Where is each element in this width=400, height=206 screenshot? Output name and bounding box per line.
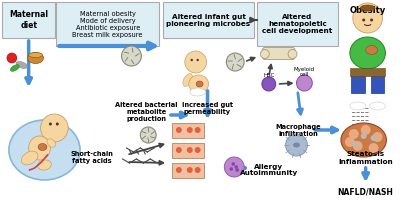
Circle shape — [232, 162, 235, 166]
Ellipse shape — [16, 62, 28, 68]
Ellipse shape — [350, 102, 366, 110]
Ellipse shape — [190, 88, 206, 96]
Circle shape — [345, 137, 355, 147]
Circle shape — [49, 123, 52, 125]
Ellipse shape — [29, 53, 42, 57]
Ellipse shape — [370, 102, 386, 110]
Circle shape — [140, 127, 156, 143]
Ellipse shape — [196, 81, 203, 87]
Circle shape — [226, 53, 244, 71]
Circle shape — [190, 59, 193, 61]
Circle shape — [195, 147, 201, 153]
Circle shape — [370, 19, 373, 21]
Text: Steatosis
Inflammation: Steatosis Inflammation — [338, 151, 393, 165]
Ellipse shape — [350, 37, 386, 69]
Circle shape — [40, 114, 68, 142]
Circle shape — [195, 167, 201, 173]
Text: Myeloid
cell: Myeloid cell — [294, 67, 315, 77]
Ellipse shape — [38, 144, 47, 151]
Circle shape — [262, 77, 276, 91]
Ellipse shape — [21, 151, 38, 165]
FancyBboxPatch shape — [172, 163, 204, 178]
Circle shape — [353, 141, 359, 147]
Text: Short-chain
fatty acids: Short-chain fatty acids — [70, 151, 113, 165]
Circle shape — [187, 167, 193, 173]
Ellipse shape — [189, 75, 208, 93]
Circle shape — [369, 143, 378, 153]
Text: HSC: HSC — [263, 73, 274, 77]
Text: Altered
hematopoietic
cell development: Altered hematopoietic cell development — [262, 14, 332, 34]
Ellipse shape — [29, 136, 50, 160]
Circle shape — [362, 19, 365, 21]
Ellipse shape — [341, 123, 386, 157]
Circle shape — [372, 132, 382, 142]
Ellipse shape — [28, 53, 44, 63]
Ellipse shape — [183, 74, 193, 86]
Circle shape — [7, 53, 17, 63]
Circle shape — [353, 141, 363, 151]
Circle shape — [176, 167, 182, 173]
Ellipse shape — [38, 160, 51, 170]
Circle shape — [353, 3, 382, 33]
Text: Altered infant gut
pioneering microbes: Altered infant gut pioneering microbes — [166, 14, 250, 27]
Text: Maternal
diet: Maternal diet — [9, 10, 48, 30]
Bar — [371, 75, 384, 93]
Ellipse shape — [10, 65, 19, 71]
Circle shape — [122, 46, 141, 66]
Ellipse shape — [9, 120, 80, 180]
Bar — [163, 2, 254, 38]
Circle shape — [224, 157, 244, 177]
Circle shape — [185, 51, 206, 73]
Ellipse shape — [366, 46, 378, 55]
Text: Obesity: Obesity — [350, 6, 386, 14]
Circle shape — [187, 127, 193, 133]
Circle shape — [371, 135, 376, 141]
Ellipse shape — [293, 143, 300, 147]
Circle shape — [234, 165, 238, 169]
Circle shape — [236, 168, 239, 172]
Circle shape — [361, 125, 371, 135]
Circle shape — [349, 129, 359, 139]
Circle shape — [361, 133, 367, 139]
FancyBboxPatch shape — [172, 123, 204, 138]
Text: Macrophage
infiltration: Macrophage infiltration — [276, 124, 321, 137]
Circle shape — [176, 127, 182, 133]
Circle shape — [195, 127, 201, 133]
Text: Increased gut
permeability: Increased gut permeability — [182, 102, 233, 115]
Bar — [257, 2, 338, 46]
Circle shape — [296, 75, 312, 91]
Circle shape — [260, 49, 269, 59]
Bar — [2, 2, 55, 38]
Text: Allergy
Autoimmunity: Allergy Autoimmunity — [240, 164, 298, 177]
Bar — [56, 2, 159, 46]
Ellipse shape — [47, 139, 56, 147]
Text: Maternal obesity
Mode of delivery
Antibiotic exposure
Breast milk exposure: Maternal obesity Mode of delivery Antibi… — [72, 11, 143, 37]
Circle shape — [176, 147, 182, 153]
Ellipse shape — [360, 5, 375, 11]
Text: Altered bacterial
metabolite
production: Altered bacterial metabolite production — [115, 102, 178, 122]
Circle shape — [230, 167, 233, 171]
FancyBboxPatch shape — [262, 48, 295, 60]
Text: NAFLD/NASH: NAFLD/NASH — [338, 187, 394, 197]
Circle shape — [187, 147, 193, 153]
Bar — [351, 75, 365, 93]
Circle shape — [56, 123, 59, 125]
FancyBboxPatch shape — [172, 143, 204, 158]
Bar — [350, 68, 386, 76]
Circle shape — [288, 49, 297, 59]
Circle shape — [196, 59, 199, 61]
Circle shape — [286, 134, 307, 156]
